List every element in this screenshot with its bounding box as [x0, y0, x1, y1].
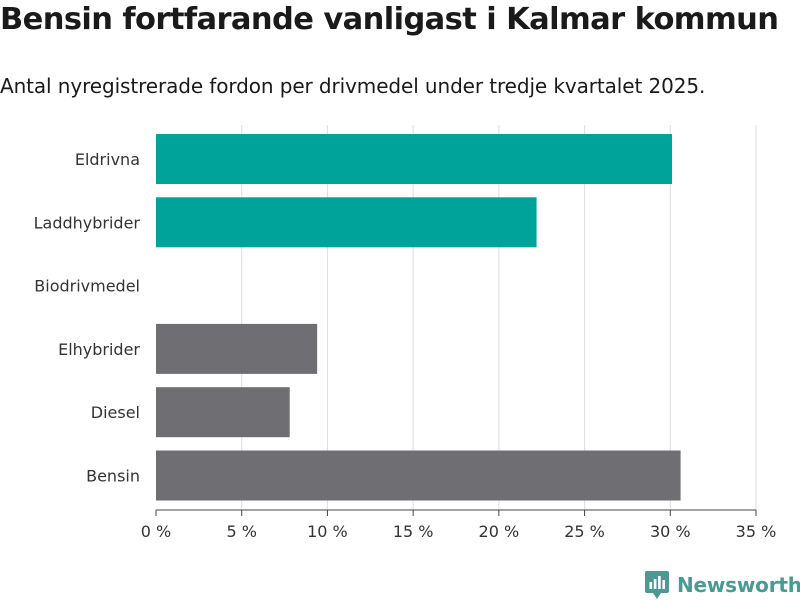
- brand-name: Newsworthy: [677, 573, 800, 597]
- category-label: Bensin: [86, 467, 140, 486]
- x-tick-label: 25 %: [564, 522, 605, 541]
- category-label: Biodrivmedel: [34, 277, 140, 296]
- bar-eldrivna: [156, 134, 672, 184]
- chart-subtitle: Antal nyregistrerade fordon per drivmede…: [0, 74, 706, 98]
- bar-diesel: [156, 387, 290, 438]
- newsworthy-logo-icon: [645, 571, 669, 599]
- chart-title: Bensin fortfarande vanligast i Kalmar ko…: [0, 2, 779, 37]
- bar-elhybrider: [156, 323, 318, 374]
- brand-logo: Newsworthy: [644, 570, 800, 600]
- bar-laddhybrider: [156, 197, 537, 248]
- x-tick-label: 35 %: [736, 522, 777, 541]
- x-tick-label: 10 %: [307, 522, 348, 541]
- x-tick-label: 0 %: [141, 522, 171, 541]
- x-tick-label: 20 %: [479, 522, 520, 541]
- bar-bensin: [156, 450, 681, 501]
- category-label: Diesel: [91, 403, 140, 422]
- x-tick-label: 5 %: [226, 522, 256, 541]
- x-tick-label: 30 %: [650, 522, 691, 541]
- category-label: Elhybrider: [58, 340, 140, 359]
- category-label: Laddhybrider: [34, 213, 141, 232]
- category-label: Eldrivna: [75, 150, 140, 169]
- x-tick-label: 15 %: [393, 522, 434, 541]
